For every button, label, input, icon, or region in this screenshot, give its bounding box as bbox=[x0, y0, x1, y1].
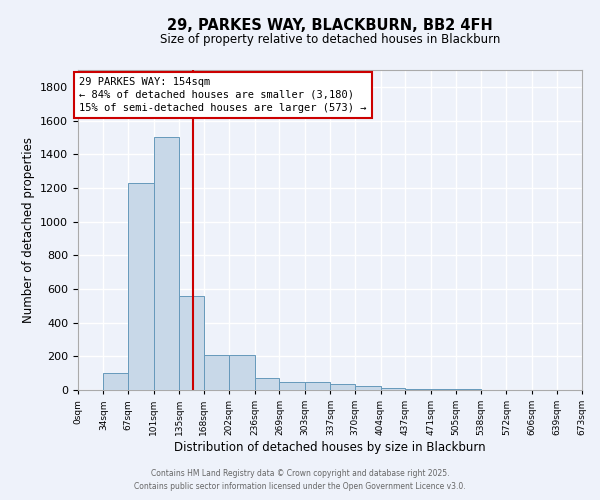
Bar bbox=[305, 382, 331, 390]
Bar bbox=[103, 373, 128, 390]
Bar bbox=[280, 382, 305, 390]
Text: Contains HM Land Registry data © Crown copyright and database right 2025.: Contains HM Land Registry data © Crown c… bbox=[151, 468, 449, 477]
X-axis label: Distribution of detached houses by size in Blackburn: Distribution of detached houses by size … bbox=[174, 441, 486, 454]
Bar bbox=[128, 183, 154, 390]
Bar bbox=[355, 386, 380, 390]
Text: 29 PARKES WAY: 154sqm
← 84% of detached houses are smaller (3,180)
15% of semi-d: 29 PARKES WAY: 154sqm ← 84% of detached … bbox=[79, 76, 367, 113]
Bar bbox=[179, 296, 204, 390]
Bar bbox=[380, 388, 405, 390]
Bar bbox=[204, 354, 229, 390]
Text: Contains public sector information licensed under the Open Government Licence v3: Contains public sector information licen… bbox=[134, 482, 466, 491]
Bar bbox=[431, 389, 456, 390]
Bar bbox=[154, 138, 179, 390]
Text: Size of property relative to detached houses in Blackburn: Size of property relative to detached ho… bbox=[160, 32, 500, 46]
Text: 29, PARKES WAY, BLACKBURN, BB2 4FH: 29, PARKES WAY, BLACKBURN, BB2 4FH bbox=[167, 18, 493, 32]
Bar bbox=[331, 384, 355, 390]
Bar bbox=[229, 354, 255, 390]
Y-axis label: Number of detached properties: Number of detached properties bbox=[22, 137, 35, 323]
Bar bbox=[255, 378, 280, 390]
Bar bbox=[405, 388, 431, 390]
